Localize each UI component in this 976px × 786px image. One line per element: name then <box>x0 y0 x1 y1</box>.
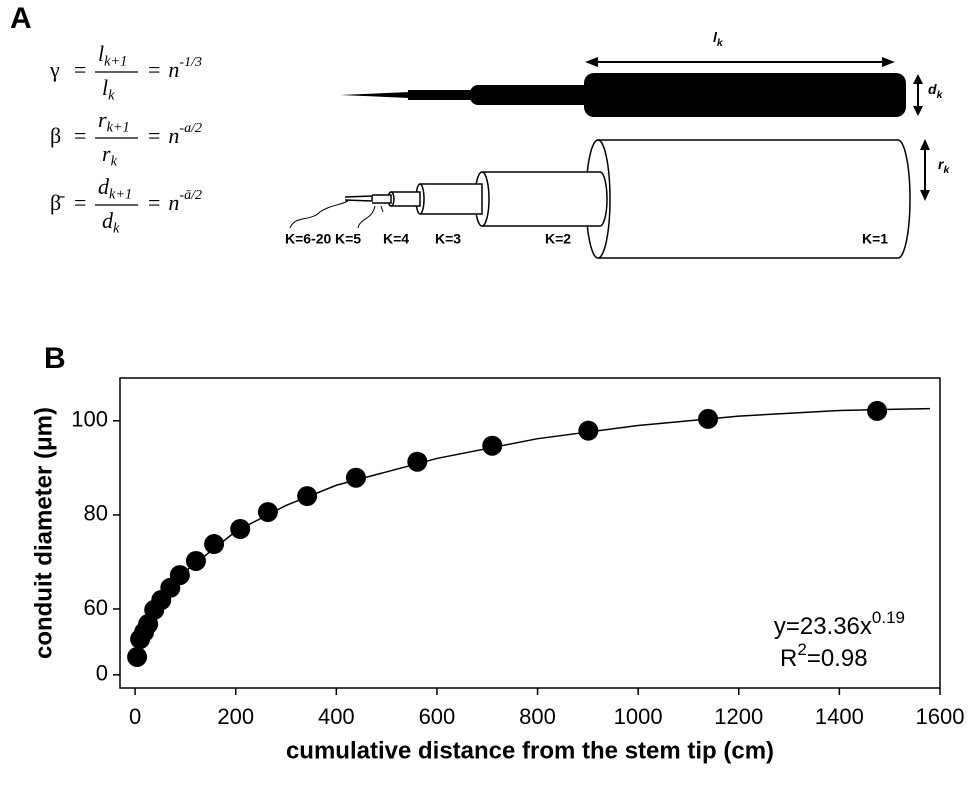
superscript: 0.19 <box>872 608 905 627</box>
x-tick-label: 400 <box>318 704 355 729</box>
y-axis-label: conduit diameter (μm) <box>30 407 57 659</box>
symbol: l <box>102 75 108 100</box>
y-tick-label: 80 <box>84 501 108 526</box>
symbol: d <box>928 81 937 97</box>
data-point <box>257 502 278 523</box>
x-tick-label: 1600 <box>916 704 965 729</box>
data-point <box>169 565 190 586</box>
x-tick-label: 200 <box>217 704 254 729</box>
text: R <box>780 645 797 672</box>
equation-power: = n-ā/2 <box>148 188 202 215</box>
symbol: d <box>98 174 110 199</box>
superscript: -ā/2 <box>179 188 202 203</box>
text: y=23.36x <box>774 613 872 640</box>
equation-symbol: β̄ <box>50 190 65 215</box>
subscript: k+1 <box>109 187 132 203</box>
symbol: r <box>938 156 945 172</box>
denominator: dk <box>102 208 120 237</box>
subscript: k <box>717 38 724 49</box>
x-tick-label: 600 <box>419 704 456 729</box>
data-point <box>578 420 599 441</box>
subscript: k <box>111 154 118 170</box>
x-tick-label: 0 <box>129 704 141 729</box>
subscript: k+1 <box>107 120 130 136</box>
numerator: dk+1 <box>98 174 132 203</box>
equation-symbol: β <box>50 123 61 148</box>
equals: = <box>148 57 160 82</box>
equation-equals: = <box>74 123 86 148</box>
stem-silhouette <box>340 73 906 117</box>
symbol: l <box>98 41 104 66</box>
subscript: k <box>113 221 120 237</box>
subscript: k+1 <box>104 54 127 70</box>
plot-frame <box>119 377 941 689</box>
diameter-label: dk <box>928 81 944 101</box>
base: n <box>168 190 179 215</box>
symbol: d <box>102 208 114 233</box>
y-tick-label: 60 <box>84 595 108 620</box>
x-tick-label: 800 <box>519 704 556 729</box>
equals: = <box>148 123 160 148</box>
segment-label: K=1 <box>862 231 888 247</box>
equation-power: = n-1/3 <box>148 55 202 82</box>
segment-label: K=3 <box>435 231 461 247</box>
length-label: lk <box>713 29 724 49</box>
r-squared-annotation: R2=0.98 <box>780 640 868 672</box>
panel-label: A <box>10 2 32 35</box>
equation-symbol: γ <box>49 57 60 82</box>
denominator: rk <box>102 141 118 170</box>
x-axis-label: cumulative distance from the stem tip (c… <box>286 737 774 764</box>
numerator: lk+1 <box>98 41 127 70</box>
data-point <box>204 534 225 555</box>
subscript: k <box>943 165 950 176</box>
dimension-arrows <box>585 57 930 201</box>
data-point <box>127 646 148 667</box>
numerator: rk+1 <box>98 107 130 136</box>
subscript: k <box>108 88 115 104</box>
data-point <box>698 408 719 429</box>
base: n <box>168 123 179 148</box>
superscript: 2 <box>797 640 806 659</box>
segment-label: K=5 <box>335 231 361 247</box>
symbol: l <box>713 29 718 45</box>
segment-label: K=4 <box>383 231 409 247</box>
cylinders <box>344 139 911 259</box>
subscript: k <box>937 90 944 101</box>
symbol: r <box>102 141 111 166</box>
data-point <box>185 550 206 571</box>
segment-label: K=6-20 <box>285 231 332 247</box>
symbol: r <box>98 107 107 132</box>
x-tick-label: 1400 <box>815 704 864 729</box>
data-point <box>345 467 366 488</box>
base: n <box>168 57 179 82</box>
data-point <box>867 400 888 421</box>
superscript: -a/2 <box>179 121 202 136</box>
segment-label: K=2 <box>545 231 571 247</box>
equation-equals: = <box>74 190 86 215</box>
denominator: lk <box>102 75 115 104</box>
x-tick-label: 1000 <box>614 704 663 729</box>
superscript: -1/3 <box>179 55 202 70</box>
data-point <box>230 519 251 540</box>
y-tick-label: 0 <box>96 661 108 686</box>
equation-annotation: y=23.36x0.19 <box>774 608 905 640</box>
data-point <box>407 451 428 472</box>
panel-label: B <box>44 342 66 375</box>
data-point <box>482 435 503 456</box>
data-point <box>297 486 318 507</box>
text: =0.98 <box>807 645 868 672</box>
equation-power: = n-a/2 <box>148 121 202 148</box>
leader-lines <box>289 200 384 229</box>
x-tick-label: 1200 <box>714 704 763 729</box>
equals: = <box>148 190 160 215</box>
equation-equals: = <box>74 57 86 82</box>
radius-label: rk <box>938 156 950 176</box>
y-tick-label: 100 <box>71 407 108 432</box>
